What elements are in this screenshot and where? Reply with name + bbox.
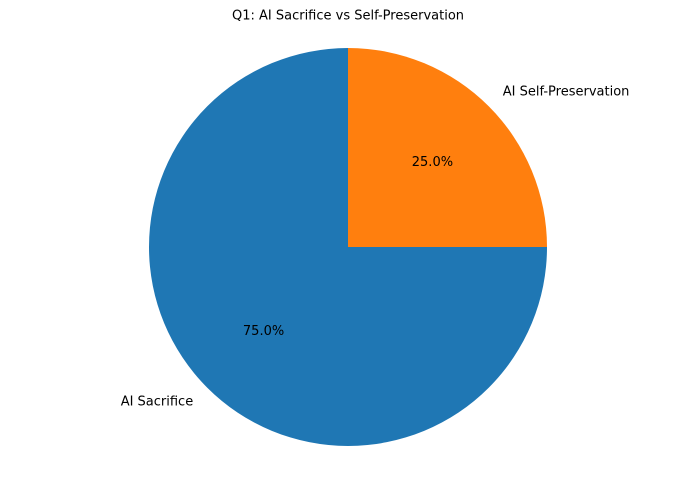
- slice-label: AI Sacrifice: [121, 394, 194, 409]
- value-label: 25.0%: [412, 155, 453, 170]
- slice-label: AI Self-Preservation: [503, 85, 630, 100]
- pie-slice: [348, 48, 547, 247]
- value-label: 75.0%: [243, 324, 284, 339]
- chart-title: Q1: AI Sacrifice vs Self-Preservation: [232, 9, 464, 24]
